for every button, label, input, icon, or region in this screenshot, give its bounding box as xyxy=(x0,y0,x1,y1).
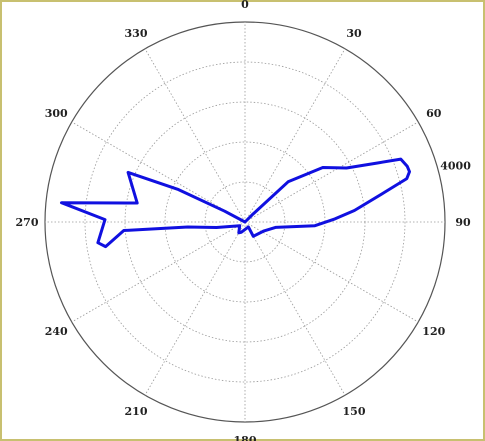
angle-tick-label-240: 240 xyxy=(45,325,68,338)
angle-tick-label-90: 90 xyxy=(455,216,471,229)
angle-tick-label-60: 60 xyxy=(426,107,442,120)
spoke-210 xyxy=(144,221,246,396)
angle-tick-label-150: 150 xyxy=(343,405,366,418)
angle-tick-label-300: 300 xyxy=(45,107,68,120)
radius-tick-label-4000: 4000 xyxy=(440,160,471,173)
series-layer xyxy=(60,157,411,249)
angle-tick-label-210: 210 xyxy=(125,405,148,418)
series-line-0 xyxy=(60,157,411,249)
grid-ring-3200 xyxy=(84,61,406,383)
spoke-150 xyxy=(244,221,346,396)
angle-tick-label-270: 270 xyxy=(16,216,39,229)
spoke-60 xyxy=(244,121,419,223)
spoke-30 xyxy=(244,48,346,223)
label-layer: 0 30 60 90 120 150 180 210 240 270 300 330 4000 xyxy=(16,0,472,441)
angle-tick-label-180: 180 xyxy=(234,434,257,441)
angle-tick-label-330: 330 xyxy=(125,27,148,40)
spoke-240 xyxy=(71,221,246,323)
angle-tick-label-30: 30 xyxy=(346,27,362,40)
spoke-120 xyxy=(244,221,419,323)
angle-tick-label-0: 0 xyxy=(241,0,249,11)
angle-tick-label-120: 120 xyxy=(422,325,445,338)
